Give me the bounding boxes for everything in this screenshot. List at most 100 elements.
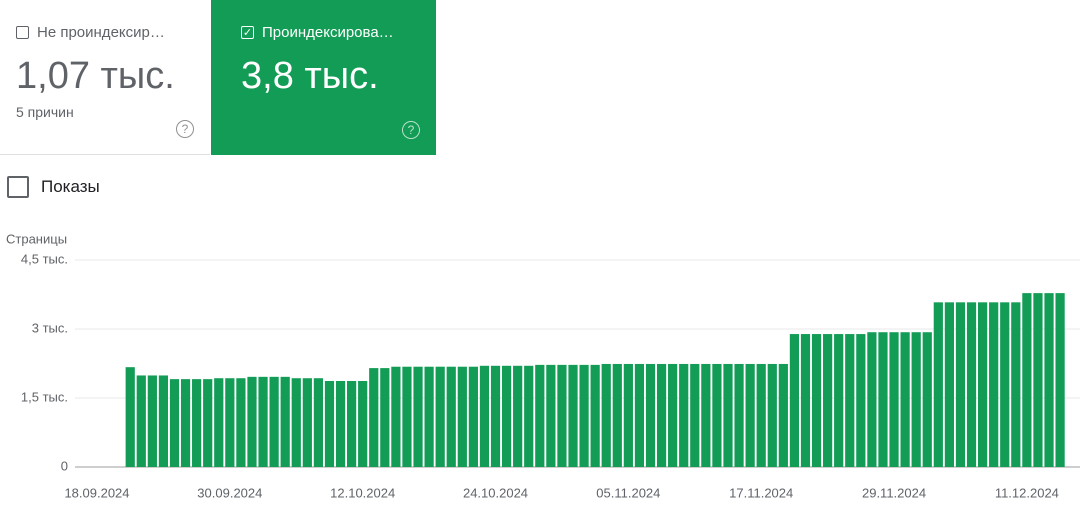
y-tick-label: 0 [61,458,68,473]
bar [479,365,490,467]
bar [679,363,689,467]
bar [236,378,246,467]
x-tick-label: 11.12.2024 [995,485,1059,500]
bar [203,379,213,467]
bar [778,363,788,467]
bar [1000,302,1010,467]
bar [258,376,268,467]
bar [1011,302,1021,467]
bar [911,332,921,467]
bar [546,364,556,467]
bar [966,302,977,467]
bar [601,363,611,467]
bar [402,366,412,467]
bar [369,368,379,467]
toggle-label: Показы [41,177,100,196]
bar [247,376,257,467]
not-indexed-card[interactable]: Не проиндексир… 1,07 тыс. 5 причин ? [0,0,210,155]
card-label: Проиндексирова… [262,24,394,41]
bar [978,302,988,467]
bar [745,363,755,467]
help-icon[interactable]: ? [402,121,420,139]
bar [192,379,202,467]
bar [867,332,877,467]
card-value: 1,07 тыс. [16,55,175,97]
bar [579,364,589,467]
bar [125,367,135,467]
bar [690,363,700,467]
bar [280,376,290,467]
bar [490,365,501,467]
bar [734,363,744,467]
x-tick-label: 17.11.2024 [729,485,793,500]
bar [989,302,999,467]
checkbox[interactable] [7,176,29,198]
bar [468,366,478,467]
bar [856,334,866,467]
x-tick-label: 18.09.2024 [64,485,129,500]
x-tick-label: 05.11.2024 [596,485,660,500]
bar [789,334,800,467]
bar [1033,293,1043,467]
bar [391,366,401,467]
bar [944,302,954,467]
bar [723,363,733,467]
indexed-card[interactable]: ✓ Проиндексирова… 3,8 тыс. ? [211,0,436,155]
y-tick-label: 4,5 тыс. [21,251,68,266]
bar [668,363,678,467]
bar [457,366,467,467]
bar [324,380,335,467]
bar [767,363,777,467]
y-tick-label: 1,5 тыс. [21,389,68,404]
bar [634,363,645,467]
bar [446,366,456,467]
card-note: 5 причин [16,104,74,120]
bar [712,363,722,467]
bar [955,302,966,467]
bar [169,379,180,467]
bar [612,363,622,467]
bar [147,375,157,467]
bar [823,334,833,467]
bar [358,380,368,467]
bar [656,363,667,467]
bar [900,332,910,467]
bar [380,368,390,467]
bar [623,363,633,467]
impressions-toggle[interactable]: Показы [7,176,100,198]
bar [557,364,567,467]
bar [136,375,146,467]
bar [513,365,523,467]
bar [878,332,888,467]
bar [922,332,932,467]
y-tick-label: 3 тыс. [32,320,68,335]
bar [347,380,357,467]
x-tick-label: 30.09.2024 [197,485,262,500]
bar [889,332,899,467]
bar [834,334,844,467]
bar [1022,293,1032,467]
bar [269,376,279,467]
bar [413,366,423,467]
bar [590,364,600,467]
x-tick-label: 24.10.2024 [463,485,528,500]
bar [933,302,943,467]
bar [424,366,434,467]
card-value: 3,8 тыс. [241,55,379,97]
bar [501,365,512,467]
bar [302,378,312,467]
help-icon[interactable]: ? [176,120,194,138]
bar [335,380,346,467]
bar [435,366,445,467]
bar [291,378,301,467]
bar [225,378,235,467]
bar [568,364,578,467]
checkbox[interactable] [16,26,29,39]
checkbox[interactable]: ✓ [241,26,254,39]
x-tick-label: 29.11.2024 [862,485,926,500]
bar [313,378,323,467]
y-axis-label: Страницы [6,231,67,246]
x-tick-label: 12.10.2024 [330,485,395,500]
